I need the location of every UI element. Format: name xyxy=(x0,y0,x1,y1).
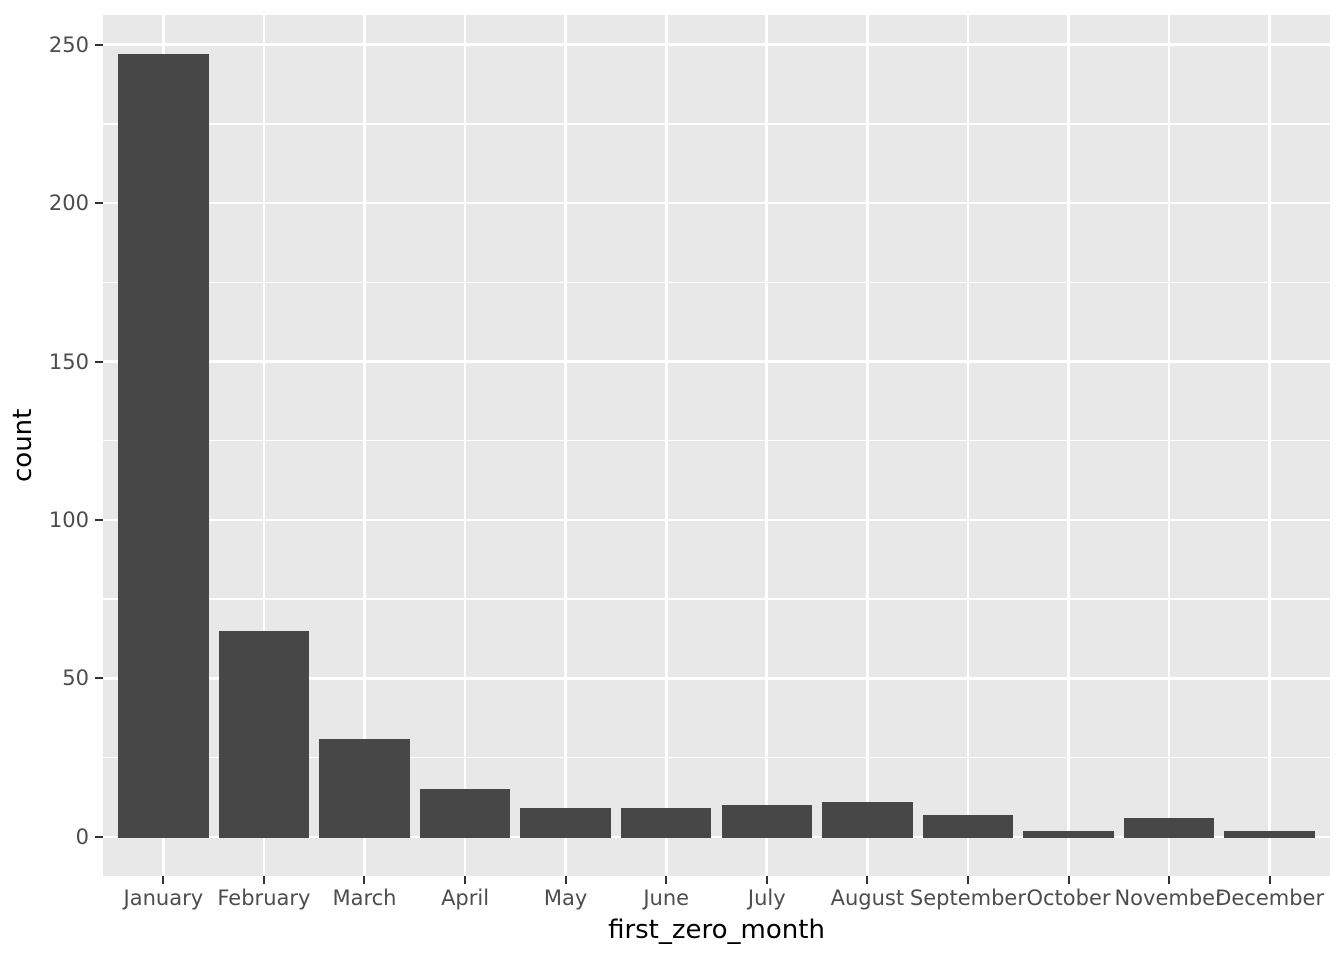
y-major-gridline-250 xyxy=(103,43,1330,46)
x-major-gridline-december xyxy=(1268,15,1271,876)
x-major-gridline-september xyxy=(966,15,970,876)
bar-april xyxy=(419,789,511,839)
x-major-gridline-may xyxy=(564,15,567,876)
y-major-gridline-0 xyxy=(103,835,1330,839)
y-tick-label-250: 250 xyxy=(48,32,89,57)
x-major-gridline-august xyxy=(866,15,869,876)
x-tick-label-february: February xyxy=(217,886,311,910)
x-major-gridline-november xyxy=(1167,15,1171,876)
bar-january xyxy=(118,54,209,839)
x-tick-label-june: June xyxy=(643,886,690,910)
x-tick-mark-june xyxy=(665,876,668,884)
x-major-gridline-june xyxy=(664,15,668,876)
bar-june xyxy=(620,808,712,839)
y-tick-mark-50 xyxy=(95,677,103,680)
x-major-gridline-october xyxy=(1067,15,1070,876)
x-tick-mark-january xyxy=(162,876,165,884)
y-minor-gridline-75 xyxy=(103,598,1330,600)
bar-july xyxy=(721,805,813,839)
y-minor-gridline-125 xyxy=(103,440,1330,442)
y-minor-gridline-225 xyxy=(103,123,1330,125)
x-tick-label-march: March xyxy=(332,886,397,910)
x-major-gridline-march xyxy=(363,15,366,876)
x-major-gridline-april xyxy=(463,15,467,876)
bar-october xyxy=(1023,830,1114,839)
bar-august xyxy=(822,802,913,839)
x-tick-label-august: August xyxy=(830,886,905,910)
x-tick-label-october: October xyxy=(1026,886,1111,910)
bar-september xyxy=(922,814,1014,839)
y-tick-label-100: 100 xyxy=(48,507,89,532)
y-major-gridline-50 xyxy=(103,677,1330,680)
bar-february xyxy=(218,630,310,839)
x-axis-title: first_zero_month xyxy=(608,915,825,945)
y-tick-label-0: 0 xyxy=(75,824,89,849)
bar-december xyxy=(1224,830,1315,839)
y-minor-gridline-175 xyxy=(103,281,1330,283)
y-major-gridline-200 xyxy=(103,201,1330,205)
y-tick-mark-150 xyxy=(95,360,103,363)
x-tick-mark-december xyxy=(1268,876,1271,884)
x-tick-label-december: December xyxy=(1215,886,1325,910)
x-tick-label-january: January xyxy=(123,886,204,910)
y-axis-title: count xyxy=(8,408,38,482)
x-tick-mark-february xyxy=(262,876,265,884)
x-tick-mark-march xyxy=(363,876,366,884)
x-tick-mark-september xyxy=(966,876,969,884)
y-major-gridline-150 xyxy=(103,360,1330,363)
x-tick-mark-august xyxy=(866,876,869,884)
bar-may xyxy=(520,808,611,839)
x-tick-mark-july xyxy=(765,876,768,884)
y-tick-mark-0 xyxy=(95,835,103,838)
x-tick-mark-november xyxy=(1168,876,1171,884)
y-tick-label-150: 150 xyxy=(48,349,89,374)
x-tick-mark-may xyxy=(564,876,567,884)
y-tick-mark-100 xyxy=(95,518,103,521)
x-tick-label-september: September xyxy=(909,886,1026,910)
x-major-gridline-february xyxy=(262,15,266,876)
bar-november xyxy=(1123,817,1215,839)
x-tick-label-april: April xyxy=(441,886,490,910)
x-major-gridline-july xyxy=(765,15,769,876)
y-major-gridline-100 xyxy=(103,518,1330,522)
y-minor-gridline-25 xyxy=(103,756,1330,759)
bar-march xyxy=(319,738,410,839)
x-tick-mark-april xyxy=(464,876,467,884)
y-tick-mark-250 xyxy=(95,43,103,46)
x-tick-label-november: November xyxy=(1114,886,1224,910)
y-tick-label-200: 200 xyxy=(48,191,89,216)
y-tick-label-50: 50 xyxy=(62,666,89,691)
x-tick-label-july: July xyxy=(747,886,786,910)
x-tick-mark-october xyxy=(1067,876,1070,884)
x-tick-label-may: May xyxy=(543,886,588,910)
y-tick-mark-200 xyxy=(95,202,103,205)
